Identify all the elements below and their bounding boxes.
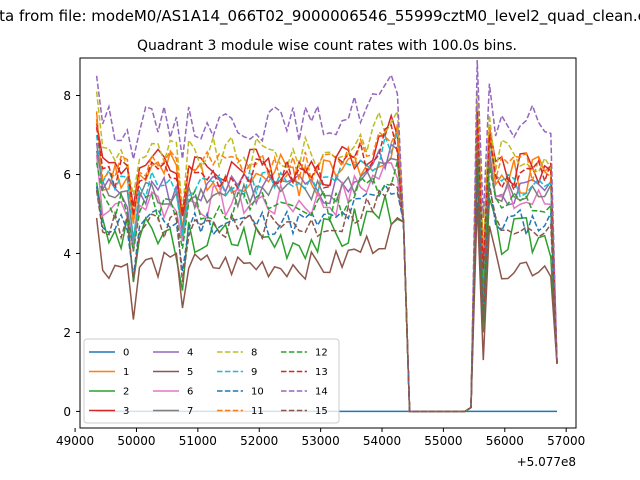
x-tick-label: 56000	[486, 434, 524, 448]
legend-label: 9	[251, 367, 257, 378]
chart-title: Quadrant 3 module wise count rates with …	[137, 38, 517, 54]
legend-label: 10	[251, 387, 264, 398]
y-tick-label: 4	[63, 247, 71, 261]
legend-item: 9	[217, 367, 257, 378]
y-tick-label: 0	[63, 405, 71, 419]
axes: 49000 50000 51000 52000 53000 54000 55000 56000…	[56, 89, 585, 448]
legend-item: 14	[281, 387, 328, 398]
legend-label: 6	[187, 387, 193, 398]
legend-label: 1	[123, 367, 129, 378]
y-tick-label: 6	[63, 168, 71, 182]
legend-box	[83, 338, 340, 424]
legend-item: 5	[153, 367, 193, 378]
series-line-15	[95, 162, 558, 413]
legend-label: 14	[315, 387, 328, 398]
legend-item: 7	[153, 406, 193, 417]
legend-item: 8	[217, 348, 257, 359]
plot-frame	[79, 57, 577, 429]
legend-item: 0	[89, 348, 129, 359]
x-tick-label: 54000	[363, 434, 401, 448]
legend-label: 11	[251, 406, 264, 417]
legend-item: 12	[281, 348, 328, 359]
legend-item: 1	[89, 367, 129, 378]
y-tick-label: 8	[63, 89, 71, 103]
series-layer	[95, 59, 558, 413]
legend-label: 13	[315, 367, 328, 378]
legend-label: 3	[123, 406, 129, 417]
legend-label: 8	[251, 348, 257, 359]
legend-label: 2	[123, 387, 129, 398]
x-tick-label: 49000	[56, 434, 94, 448]
legend-item: 13	[281, 367, 328, 378]
series-line-8	[95, 91, 558, 413]
x-tick-label: 50000	[117, 434, 155, 448]
legend-item: 2	[89, 387, 129, 398]
legend-item: 3	[89, 406, 129, 417]
legend-item: 10	[217, 387, 264, 398]
x-tick-label: 52000	[240, 434, 278, 448]
x-tick-label: 51000	[179, 434, 217, 448]
legend-label: 0	[123, 348, 129, 359]
legend-item: 11	[217, 406, 264, 417]
figure-suptitle: Data from file: modeM0/AS1A14_066T02_900…	[0, 7, 640, 26]
legend-item: 6	[153, 387, 193, 398]
legend-label: 12	[315, 348, 328, 359]
x-offset-label: +5.077e8	[517, 455, 576, 469]
y-tick-label: 2	[63, 326, 71, 340]
legend-item: 4	[153, 348, 193, 359]
series-line-5	[95, 202, 558, 413]
series-line-9	[95, 119, 558, 413]
x-tick-label: 55000	[424, 434, 462, 448]
x-tick-label: 53000	[302, 434, 340, 448]
legend-label: 5	[187, 367, 193, 378]
legend-label: 7	[187, 406, 193, 417]
series-line-14	[95, 59, 558, 413]
series-line-11	[95, 103, 558, 413]
legend-label: 4	[187, 348, 193, 359]
series-line-13	[95, 111, 558, 413]
legend-label: 15	[315, 406, 328, 417]
x-tick-label: 57000	[547, 434, 585, 448]
legend-item: 15	[281, 406, 328, 417]
